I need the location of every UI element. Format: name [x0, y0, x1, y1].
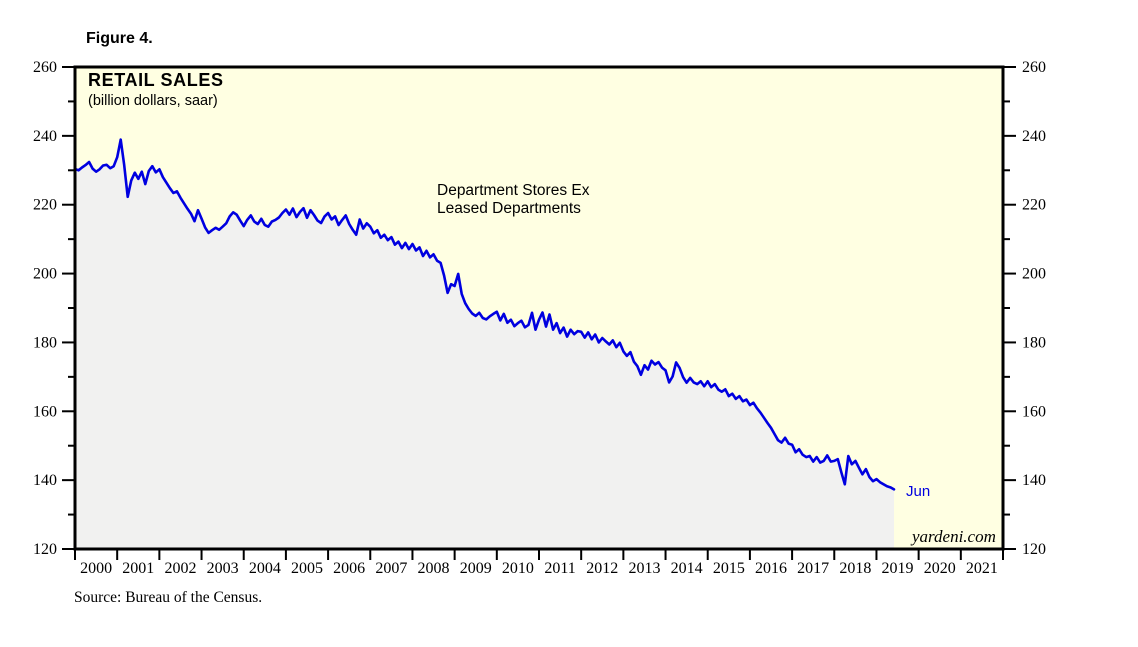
x-tick-label: 2003: [207, 560, 239, 577]
x-tick-label: 2020: [924, 560, 956, 577]
x-tick-label: 2011: [544, 560, 575, 577]
y-tick-label-right: 240: [1022, 128, 1046, 145]
chart-subtitle: (billion dollars, saar): [88, 93, 218, 109]
x-tick-label: 2005: [291, 560, 323, 577]
y-tick-label-right: 260: [1022, 59, 1046, 76]
x-tick-label: 2006: [333, 560, 365, 577]
series-annotation-line1: Department Stores Ex: [437, 182, 590, 199]
x-tick-label: 2001: [122, 560, 154, 577]
y-tick-label-left: 220: [33, 197, 57, 214]
x-tick-label: 2016: [755, 560, 787, 577]
area-under-curve: [75, 139, 894, 549]
watermark: yardeni.com: [912, 527, 996, 546]
axis-labels: 2000 2001 2002 2003 2004 2005 2006 2007 2008 2009…: [33, 59, 1046, 577]
y-tick-label-right: 220: [1022, 197, 1046, 214]
x-tick-label: 2002: [164, 560, 196, 577]
x-tick-label: 2009: [460, 560, 492, 577]
y-tick-label-right: 120: [1022, 541, 1046, 558]
retail-sales-line: [73, 138, 896, 491]
figure-label: Figure 4.: [86, 30, 153, 47]
x-tick-label: 2012: [586, 560, 618, 577]
chart-title: RETAIL SALES: [88, 70, 224, 90]
y-tick-label-left: 160: [33, 403, 57, 420]
x-tick-label: 2008: [418, 560, 450, 577]
data-line: [73, 138, 896, 491]
series-annotation: Department Stores Ex Leased Departments: [437, 182, 589, 217]
x-tick-label: 2000: [80, 560, 112, 577]
y-tick-label-left: 260: [33, 59, 57, 76]
axis-ticks: [62, 66, 1016, 560]
x-tick-label: 2019: [882, 560, 914, 577]
y-tick-label-right: 140: [1022, 472, 1046, 489]
y-tick-label-right: 200: [1022, 266, 1046, 283]
x-tick-label: 2010: [502, 560, 534, 577]
last-point-label: Jun: [906, 483, 931, 500]
y-tick-label-left: 180: [33, 334, 57, 351]
y-tick-label-right: 180: [1022, 334, 1046, 351]
y-tick-label-left: 200: [33, 266, 57, 283]
y-tick-label-left: 140: [33, 472, 57, 489]
y-tick-label-right: 160: [1022, 403, 1046, 420]
x-tick-label: 2015: [713, 560, 745, 577]
y-tick-label-left: 120: [33, 541, 57, 558]
x-tick-label: 2007: [375, 560, 407, 577]
x-tick-label: 2004: [249, 560, 281, 577]
x-tick-label: 2013: [628, 560, 660, 577]
x-tick-label: 2021: [966, 560, 998, 577]
x-tick-label: 2014: [671, 560, 703, 577]
x-tick-label: 2018: [839, 560, 871, 577]
series-annotation-line2: Leased Departments: [437, 199, 581, 217]
source-note: Source: Bureau of the Census.: [74, 589, 263, 606]
x-tick-label: 2017: [797, 560, 829, 577]
area-fill: [75, 139, 894, 549]
y-tick-label-left: 240: [33, 128, 57, 145]
